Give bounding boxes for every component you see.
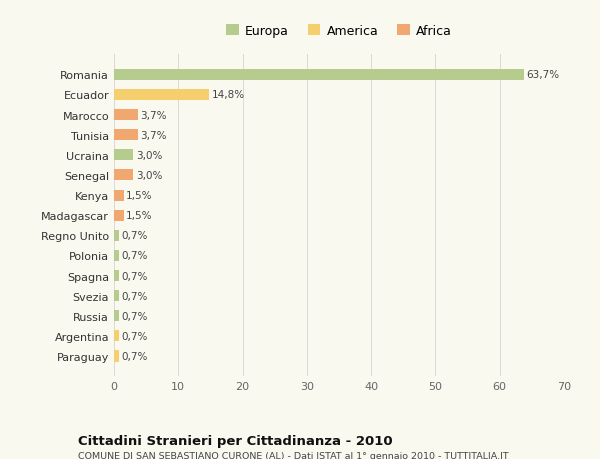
- Text: 0,7%: 0,7%: [121, 271, 148, 281]
- Legend: Europa, America, Africa: Europa, America, Africa: [221, 20, 457, 43]
- Bar: [114, 291, 119, 302]
- Bar: [114, 250, 119, 262]
- Bar: [114, 311, 119, 322]
- Text: 0,7%: 0,7%: [121, 351, 148, 361]
- Bar: [114, 330, 119, 341]
- Bar: [114, 150, 133, 161]
- Text: 3,0%: 3,0%: [136, 151, 162, 161]
- Text: 14,8%: 14,8%: [212, 90, 245, 100]
- Text: 0,7%: 0,7%: [121, 231, 148, 241]
- Bar: [114, 210, 124, 221]
- Text: 0,7%: 0,7%: [121, 311, 148, 321]
- Text: 3,7%: 3,7%: [140, 110, 167, 120]
- Text: 0,7%: 0,7%: [121, 291, 148, 301]
- Bar: [114, 130, 138, 141]
- Bar: [114, 70, 523, 81]
- Text: COMUNE DI SAN SEBASTIANO CURONE (AL) - Dati ISTAT al 1° gennaio 2010 - TUTTITALI: COMUNE DI SAN SEBASTIANO CURONE (AL) - D…: [78, 451, 509, 459]
- Text: 63,7%: 63,7%: [526, 70, 559, 80]
- Bar: [114, 351, 119, 362]
- Text: 1,5%: 1,5%: [126, 211, 153, 221]
- Bar: [114, 90, 209, 101]
- Text: Cittadini Stranieri per Cittadinanza - 2010: Cittadini Stranieri per Cittadinanza - 2…: [78, 434, 392, 447]
- Bar: [114, 190, 124, 201]
- Bar: [114, 110, 138, 121]
- Bar: [114, 230, 119, 241]
- Text: 0,7%: 0,7%: [121, 251, 148, 261]
- Bar: [114, 170, 133, 181]
- Text: 3,0%: 3,0%: [136, 171, 162, 180]
- Text: 1,5%: 1,5%: [126, 190, 153, 201]
- Bar: [114, 270, 119, 281]
- Text: 0,7%: 0,7%: [121, 331, 148, 341]
- Text: 3,7%: 3,7%: [140, 130, 167, 140]
